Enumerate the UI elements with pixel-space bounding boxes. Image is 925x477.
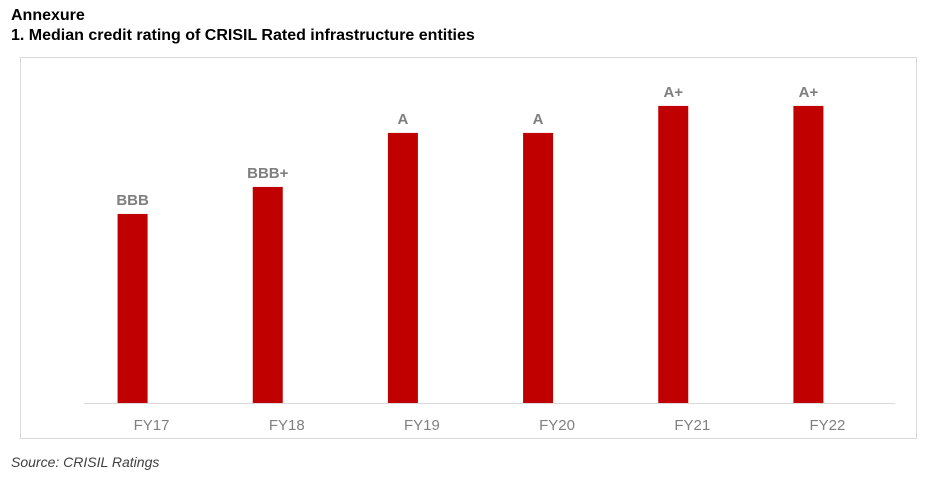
bar-fy19 <box>387 132 418 403</box>
heading: Annexure 1. Median credit rating of CRIS… <box>11 6 475 46</box>
bar-fy22 <box>793 105 824 403</box>
data-label: A <box>397 111 408 128</box>
x-tick-label: FY19 <box>404 417 440 434</box>
x-tick-label: FY18 <box>269 417 305 434</box>
bar-fy21 <box>658 105 689 403</box>
data-label: BBB+ <box>247 165 288 182</box>
data-label: BBB <box>116 192 149 209</box>
bar-fy17 <box>117 213 148 403</box>
bar-fy20 <box>523 132 554 403</box>
x-tick-label: FY22 <box>809 417 845 434</box>
data-label: A+ <box>663 84 683 101</box>
chart-frame <box>20 57 917 439</box>
x-tick-label: FY20 <box>539 417 575 434</box>
chart-title: 1. Median credit rating of CRISIL Rated … <box>11 27 475 44</box>
data-label: A+ <box>799 84 819 101</box>
x-tick-label: FY21 <box>674 417 710 434</box>
data-label: A <box>533 111 544 128</box>
source-note: Source: CRISIL Ratings <box>11 454 160 470</box>
section-title: Annexure <box>11 7 85 24</box>
bar-fy18 <box>252 186 283 403</box>
x-tick-label: FY17 <box>134 417 170 434</box>
